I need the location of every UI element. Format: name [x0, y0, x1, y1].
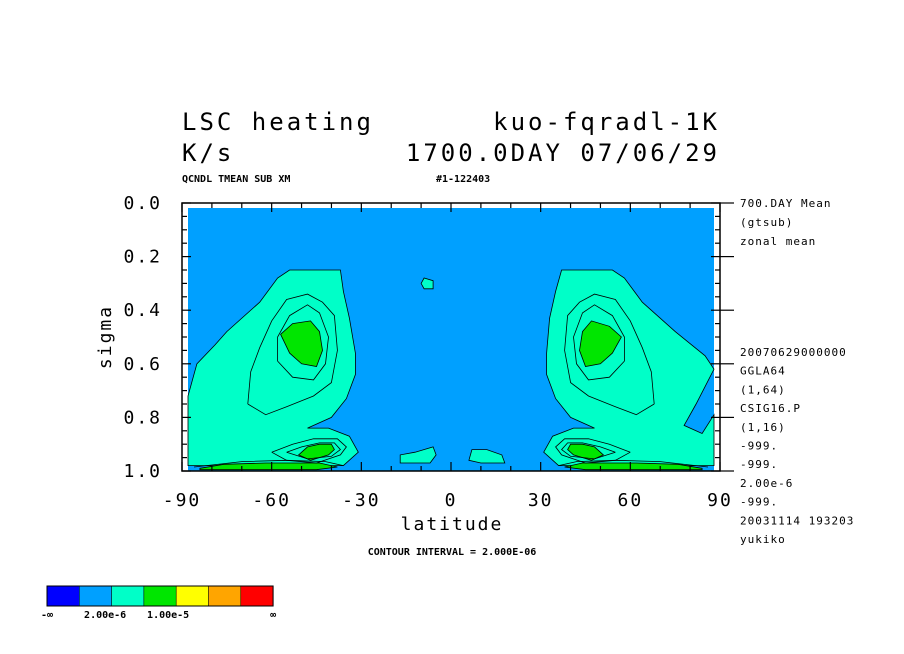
- contour-line: [561, 442, 616, 460]
- side-info-line: GGLA64: [740, 365, 786, 378]
- contour-interval-label: CONTOUR INTERVAL = 2.000E-06: [368, 547, 537, 558]
- y-tick-label: 0.8: [123, 407, 162, 428]
- colorbar-swatch: [111, 585, 145, 607]
- side-info-bottom: 20070629000000 GGLA64 (1,64) CSIG16.P (1,16)…: [740, 346, 854, 546]
- y-tick-label: 0.0: [123, 193, 162, 214]
- contour-line: [193, 459, 344, 468]
- time-label: 1700.0DAY 07/06/29: [406, 139, 720, 167]
- y-tick-label: 0.4: [123, 300, 162, 321]
- contour-region-level-2: [199, 462, 338, 471]
- contour-line: [564, 293, 655, 416]
- colorbar-swatch: [79, 585, 112, 607]
- x-tick-label: -60: [252, 490, 291, 511]
- contour-region-level-1: [543, 269, 715, 467]
- side-info-line: 20070629000000: [740, 346, 847, 359]
- contour-plot: -90 -60 -30 0 30 60 90 0.0 0.2 0.4 0.6 0.8 1.0: [123, 193, 734, 511]
- contour-line: [286, 442, 341, 460]
- side-info-line: -999.: [740, 496, 778, 509]
- colorbar-swatch: [143, 585, 177, 607]
- colorbar-swatch: [240, 585, 274, 607]
- side-info-line: CSIG16.P: [740, 402, 801, 415]
- chart-title: LSC heating: [182, 108, 374, 136]
- colorbar-swatch: [175, 585, 209, 607]
- variable-descriptor: QCNDL TMEAN SUB XM: [182, 174, 290, 185]
- x-tick-label: 30: [528, 490, 554, 511]
- x-tick-label: 0: [445, 490, 458, 511]
- contour-region-level-1: [420, 277, 434, 290]
- contour-region-level-1: [187, 269, 359, 467]
- contour-region-level-2: [567, 443, 605, 461]
- contour-region-level-1: [468, 449, 506, 464]
- side-info-line: -999.: [740, 458, 778, 471]
- y-tick-label: 0.2: [123, 247, 162, 268]
- contour-region-level-1: [399, 446, 437, 464]
- contour-line: [271, 438, 347, 464]
- side-info-line: 2.00e-6: [740, 477, 793, 490]
- x-tick-label: 90: [707, 490, 733, 511]
- axis-tick-labels: -90 -60 -30 0 30 60 90 0.0 0.2 0.4 0.6 0.8 1.0: [123, 193, 733, 511]
- contour-line: [555, 438, 631, 464]
- side-info-line: (1,16): [740, 421, 786, 434]
- x-tick-label: -30: [342, 490, 381, 511]
- filled-contours: [187, 269, 715, 471]
- contour-line: [277, 304, 329, 381]
- x-tick-label: -90: [163, 490, 202, 511]
- colorbar-label: ∞: [270, 610, 276, 621]
- contour-region-level-2: [297, 443, 335, 461]
- contour-lines: [193, 293, 709, 468]
- contour-region-level-2: [280, 320, 323, 367]
- contour-line: [573, 304, 625, 381]
- colorbar-border: [46, 585, 274, 607]
- x-tick-label: 60: [617, 490, 643, 511]
- colorbar-label: 2.00e-6: [84, 610, 126, 621]
- y-axis-label: sigma: [95, 305, 116, 369]
- colorbar-swatch: [46, 585, 80, 607]
- colorbar-label: 1.00e-5: [147, 610, 189, 621]
- side-info-line: -999.: [740, 440, 778, 453]
- colorbar-swatch: [208, 585, 242, 607]
- side-info-line: zonal mean: [740, 235, 816, 248]
- contour-line: [558, 459, 709, 468]
- run-id: #1-122403: [436, 174, 490, 185]
- side-info-line: (gtsub): [740, 216, 793, 229]
- contour-region-level-2: [564, 462, 703, 471]
- y-tick-label: 0.6: [123, 354, 162, 375]
- side-info-line: 20031114 193203: [740, 514, 854, 527]
- colorbar-labels: -∞ 2.00e-6 1.00e-5 ∞: [41, 610, 276, 621]
- side-info-top: 700.DAY Mean (gtsub) zonal mean: [740, 197, 831, 248]
- units-label: K/s: [182, 139, 234, 167]
- experiment-name: kuo-fqradl-1K: [493, 108, 720, 136]
- axis-ticks: [181, 202, 734, 472]
- colorbar: [46, 585, 274, 607]
- side-info-line: yukiko: [740, 533, 786, 546]
- y-tick-label: 1.0: [123, 461, 162, 482]
- side-info-line: (1,64): [740, 383, 786, 396]
- colorbar-label: -∞: [41, 610, 53, 621]
- side-info-line: 700.DAY Mean: [740, 197, 831, 210]
- contour-line: [247, 293, 338, 416]
- contour-region-level-2: [579, 320, 622, 367]
- x-axis-label: latitude: [401, 514, 504, 535]
